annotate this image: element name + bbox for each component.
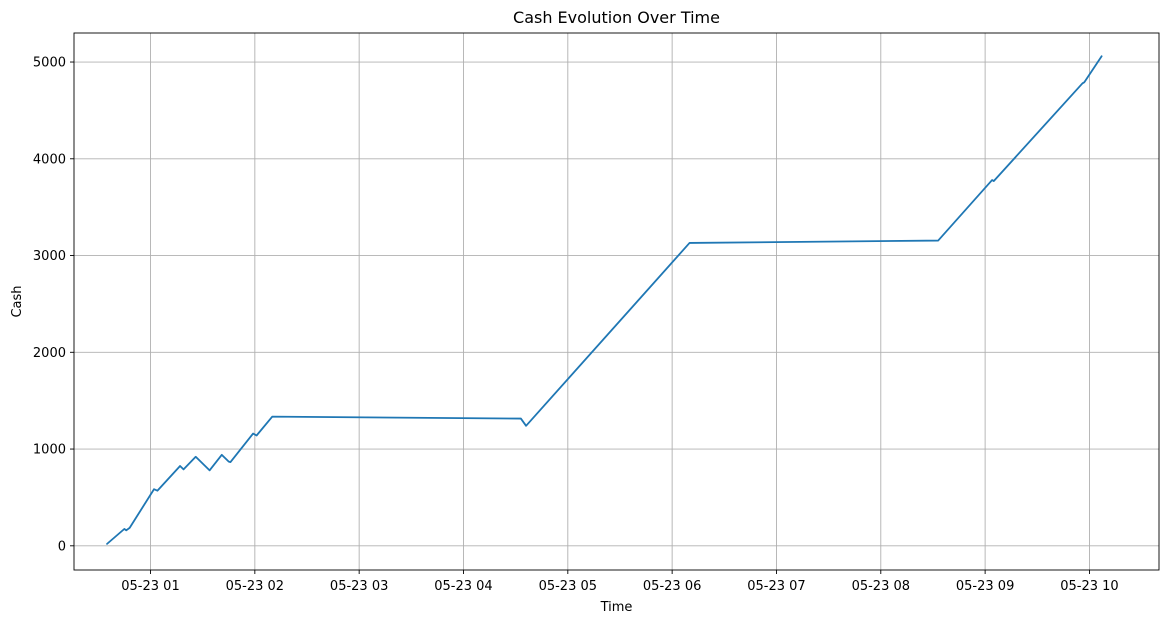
y-axis-title: Cash	[10, 285, 25, 317]
x-tick-label: 05-23 07	[747, 579, 805, 594]
x-tick-label: 05-23 04	[434, 579, 492, 594]
x-tick-label: 05-23 02	[226, 579, 284, 594]
chart-title: Cash Evolution Over Time	[513, 8, 720, 27]
series-layer	[106, 55, 1103, 545]
y-tick-label: 4000	[33, 152, 66, 167]
x-tick-label: 05-23 01	[121, 579, 179, 594]
y-tick-label: 1000	[33, 443, 66, 458]
plot-area-frame	[73, 32, 1160, 571]
x-tick-label: 05-23 06	[643, 579, 701, 594]
grid	[74, 33, 1159, 570]
ticks: 05-23 01 05-23 02 05-23 03 05-23 04 05-23 05…	[33, 56, 1119, 594]
x-tick-label: 05-23 05	[539, 579, 597, 594]
y-tick-label: 2000	[33, 346, 66, 361]
x-tick-label: 05-23 03	[330, 579, 388, 594]
y-tick-label: 5000	[33, 56, 66, 71]
x-tick-label: 05-23 08	[852, 579, 910, 594]
x-tick-label: 05-23 10	[1060, 579, 1118, 594]
cash-series-line	[106, 55, 1103, 545]
y-tick-label: 0	[58, 539, 66, 554]
y-tick-label: 3000	[33, 249, 66, 264]
x-axis-title: Time	[600, 600, 633, 615]
x-tick-label: 05-23 09	[956, 579, 1014, 594]
